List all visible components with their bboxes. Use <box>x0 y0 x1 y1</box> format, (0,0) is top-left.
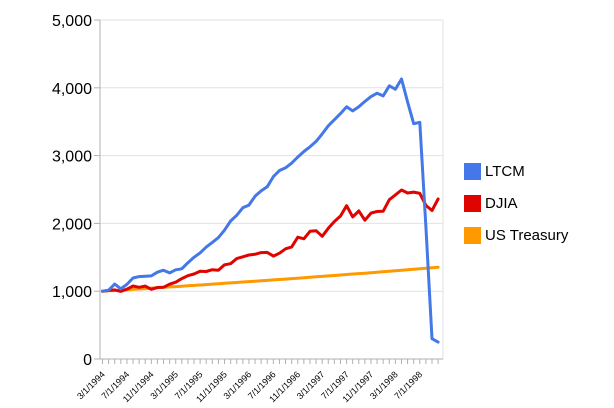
y-axis-label: 4,000 <box>52 81 92 98</box>
series-line-djia <box>101 188 440 293</box>
y-axis-label: 3,000 <box>52 149 92 166</box>
legend-swatch-us-treasury <box>464 227 481 244</box>
y-axis-label: 2,000 <box>52 216 92 233</box>
legend-swatch-djia <box>464 195 481 212</box>
legend-item-ltcm: LTCM <box>464 163 568 180</box>
legend-item-djia: DJIA <box>464 195 568 212</box>
series-line-ltcm <box>101 77 440 344</box>
y-axis-label: 5,000 <box>52 13 92 30</box>
y-axis-label: 0 <box>83 352 92 369</box>
legend-item-us-treasury: US Treasury <box>464 227 568 244</box>
y-axis-label: 1,000 <box>52 284 92 301</box>
legend-label-ltcm: LTCM <box>485 163 525 180</box>
legend-label-us-treasury: US Treasury <box>485 227 569 244</box>
legend-swatch-ltcm <box>464 163 481 180</box>
chart-legend: LTCM DJIA US Treasury <box>464 163 568 259</box>
legend-label-djia: DJIA <box>485 195 518 212</box>
